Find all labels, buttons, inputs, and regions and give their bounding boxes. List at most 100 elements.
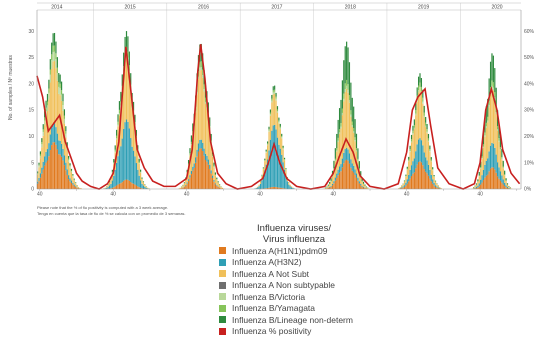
bar-segment <box>69 167 71 179</box>
bar-segment <box>426 133 428 161</box>
bar-segment <box>66 150 68 170</box>
bar-segment <box>478 176 480 184</box>
bar-segment <box>436 187 438 189</box>
bar-segment <box>38 177 40 182</box>
bar-segment <box>492 167 494 189</box>
bar-segment <box>48 92 50 100</box>
bar-segment <box>279 126 281 128</box>
bar-segment <box>426 131 428 134</box>
note-es: Tenga en cuenta que la tasa de flu de % … <box>37 211 186 216</box>
bar-segment <box>274 85 276 90</box>
bar-segment <box>77 188 80 189</box>
bar-segment <box>494 97 496 100</box>
bar-segment <box>402 187 404 189</box>
bar-segment <box>204 153 207 160</box>
bar-segment <box>347 92 349 150</box>
bar-segment <box>182 185 184 188</box>
bar-segment <box>422 165 424 189</box>
bar-segment <box>337 169 339 176</box>
bar-segment <box>110 183 112 189</box>
bar-segment <box>502 160 504 167</box>
bar-segment <box>419 161 421 189</box>
bar-segment <box>350 116 352 160</box>
bar-segment <box>355 133 358 149</box>
bar-segment <box>65 131 67 134</box>
y-left-tick-label: 15 <box>28 108 34 114</box>
bar-segment <box>358 168 360 170</box>
bar-segment <box>52 45 54 52</box>
bar-segment <box>410 134 413 140</box>
bar-segment <box>341 112 343 116</box>
bar-segment <box>42 161 44 170</box>
bar-segment <box>111 169 113 172</box>
bar-segment <box>478 175 480 177</box>
bar-segment <box>213 165 215 167</box>
bar-segment <box>265 151 267 152</box>
bar-segment <box>417 85 420 91</box>
bar-segment <box>279 129 281 149</box>
y-right-tick-label: 20% <box>524 134 535 140</box>
bar-segment <box>358 183 360 189</box>
bar-segment <box>329 181 331 184</box>
bar-segment <box>219 187 221 189</box>
legend-swatch <box>219 270 226 278</box>
bar-segment <box>285 176 287 189</box>
bar-segment <box>344 83 346 90</box>
bar-segment <box>406 168 408 170</box>
bar-segment <box>401 185 403 188</box>
bar-segment <box>410 142 413 166</box>
bar-segment <box>492 90 494 144</box>
year-label: 2016 <box>198 4 209 10</box>
bar-segment <box>111 172 113 181</box>
bar-segment <box>145 187 147 189</box>
bar-segment <box>340 123 342 127</box>
bar-segment <box>413 124 415 128</box>
bar-segment <box>51 127 53 146</box>
influenza-chart: 2014 2015 2016 2017 2018 2019 2020 40 40 40 40 40 4… <box>8 2 535 198</box>
bar-segment <box>340 99 342 124</box>
bar-segment <box>398 188 400 189</box>
bar-segment <box>498 140 500 142</box>
bar-segment <box>202 77 204 143</box>
legend-label: Influenza B/Victoria <box>232 291 306 302</box>
bar-segment <box>271 94 273 99</box>
bar-segment <box>56 133 58 150</box>
bar-segment <box>269 187 272 189</box>
bar-segment <box>480 184 482 189</box>
bar-segment <box>46 160 49 189</box>
legend-swatch <box>219 293 226 301</box>
bar-segment <box>501 159 503 176</box>
bar-segment <box>484 118 486 133</box>
bar-segment <box>337 142 339 170</box>
bar-segment <box>127 60 129 122</box>
bar-segment <box>275 129 277 188</box>
bar-segment <box>140 171 142 173</box>
bar-segment <box>281 154 283 188</box>
bar-segment <box>432 168 434 170</box>
bar-segment <box>68 159 70 162</box>
bar-segment <box>55 68 57 128</box>
bar-segment <box>281 133 283 137</box>
bar-segment <box>276 106 279 110</box>
bar-segment <box>204 97 207 102</box>
bar-segment <box>130 182 132 189</box>
bar-segment <box>116 129 118 136</box>
bar-segment <box>343 93 345 99</box>
note-en: Please note that the % of flu positivity… <box>37 205 169 210</box>
bar-segment <box>346 147 348 160</box>
bar-segment <box>425 122 427 126</box>
bar-segment <box>489 145 492 169</box>
bar-segment <box>52 61 54 124</box>
bar-segment <box>274 186 276 189</box>
bar-segment <box>420 86 423 92</box>
bar-segment <box>489 61 492 88</box>
bar-segment <box>498 125 500 139</box>
bar-segment <box>128 51 130 66</box>
bar-segment <box>262 169 264 176</box>
bar-segment <box>290 186 293 188</box>
bar-segment <box>276 187 279 189</box>
bar-segment <box>357 177 359 181</box>
bar-segment <box>45 116 47 152</box>
bar-segment <box>480 168 482 169</box>
bar-segment <box>491 167 493 189</box>
